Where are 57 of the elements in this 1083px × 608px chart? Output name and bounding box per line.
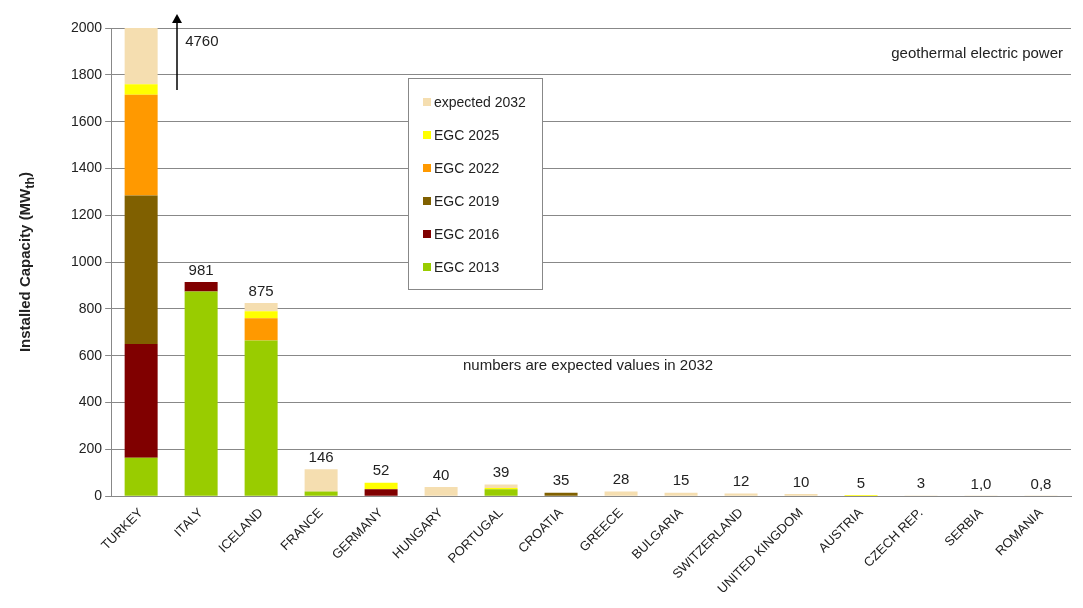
- y-tick-label: 2000: [70, 18, 103, 35]
- legend-label: EGC 2019: [433, 191, 501, 211]
- bar: [124, 195, 158, 345]
- y-tick-label: 1400: [70, 159, 103, 176]
- y-tick-label: 600: [78, 346, 103, 363]
- annotation: numbers are expected values in 2032: [463, 356, 714, 373]
- y-tick-label: 1000: [70, 253, 103, 269]
- bar: [364, 489, 398, 496]
- bar: [124, 457, 158, 496]
- bar: [124, 28, 158, 85]
- bar: [484, 489, 518, 496]
- bar: [124, 344, 158, 458]
- annotation: 875: [248, 281, 274, 299]
- legend-label: EGC 2022: [433, 158, 501, 178]
- bar: [244, 318, 278, 341]
- annotation: 40: [432, 465, 450, 483]
- bar: [724, 493, 758, 496]
- bar: [184, 282, 218, 292]
- y-tick-label: 1600: [70, 112, 103, 129]
- bar: [124, 94, 158, 196]
- annotation: 35: [552, 471, 570, 489]
- annotation: 5: [856, 473, 866, 491]
- bar: [304, 469, 338, 492]
- bar: [124, 84, 158, 95]
- bar: [244, 340, 278, 496]
- y-tick-label: 1800: [70, 65, 103, 82]
- bar: [304, 491, 338, 496]
- legend-label: EGC 2025: [433, 125, 501, 145]
- annotation: 146: [308, 447, 334, 465]
- annotation: 10: [792, 472, 810, 490]
- legend-label: expected 2032: [433, 92, 526, 112]
- bar: [244, 311, 278, 319]
- annotation: 3: [916, 474, 926, 492]
- y-tick-label: 800: [78, 299, 103, 316]
- y-tick-label: 1200: [70, 206, 103, 223]
- bar: [364, 482, 398, 490]
- annotation: 12: [732, 472, 750, 490]
- annotation: 39: [492, 463, 510, 481]
- bar: [664, 492, 698, 496]
- bar: [604, 491, 638, 496]
- bar: [184, 291, 218, 496]
- y-tick-label: 200: [78, 440, 103, 457]
- bar: [424, 486, 458, 496]
- y-tick-label: 0: [94, 487, 103, 504]
- annotation: 28: [612, 470, 630, 488]
- annotation: 0,8: [1030, 474, 1052, 492]
- annotation: 4760: [185, 31, 219, 49]
- annotation: geothermal electric power: [891, 44, 1063, 61]
- y-tick-label: 400: [78, 393, 103, 410]
- bar: [544, 492, 578, 496]
- legend-label: EGC 2016: [433, 224, 501, 244]
- annotation: 981: [188, 260, 214, 278]
- legend-label: EGC 2013: [433, 257, 501, 277]
- bar: [244, 303, 278, 312]
- annotation: 52: [372, 461, 390, 479]
- annotation: 1,0: [970, 474, 992, 492]
- annotation: 15: [672, 471, 690, 489]
